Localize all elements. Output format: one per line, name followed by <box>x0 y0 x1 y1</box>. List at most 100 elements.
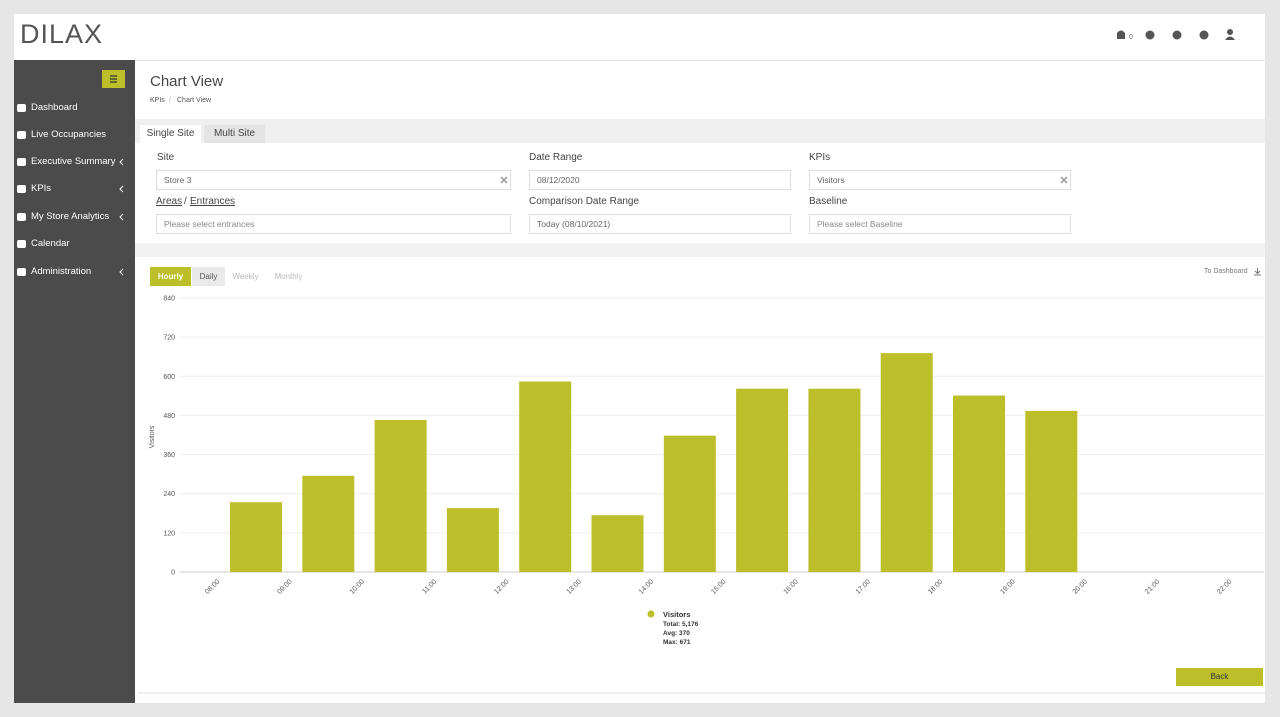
to-dashboard-link[interactable]: To Dashboard <box>1204 268 1248 275</box>
bar <box>663 435 716 572</box>
x-tick-label: 08:00 <box>204 578 221 595</box>
y-tick-label: 120 <box>163 530 175 537</box>
bar <box>880 353 933 572</box>
baseline-select[interactable]: Please select Baseline <box>809 214 1071 234</box>
site-select[interactable]: Store 3 <box>156 170 511 190</box>
tab-active[interactable]: Single Site <box>140 125 201 143</box>
field-label: Date Range <box>529 152 583 163</box>
y-tick-label: 600 <box>163 374 175 381</box>
period-button[interactable]: Weekly <box>232 272 259 281</box>
legend-stat: Total: 5,176 <box>663 621 699 628</box>
comparison-select[interactable]: Today (08/10/2021) <box>529 214 791 234</box>
nav-item[interactable]: My Store Analytics <box>31 211 110 222</box>
globe-icon[interactable] <box>1199 30 1209 40</box>
nav-icon <box>17 131 26 139</box>
chart: 0 120 240 360 480 600 720 840 Visitors 08:00 09:00… <box>149 296 1264 646</box>
x-tick-label: 22:00 <box>1216 578 1233 595</box>
sidebar <box>14 60 135 703</box>
nav-item[interactable]: Executive Summary <box>31 156 116 167</box>
menu-toggle[interactable] <box>102 70 125 88</box>
nav-item[interactable]: Dashboard <box>31 102 78 113</box>
nav-icon <box>17 158 26 166</box>
chevron <box>119 268 124 276</box>
field-label: Comparison Date Range <box>529 196 640 207</box>
x-tick-label: 14:00 <box>638 578 655 595</box>
field-label: KPIs <box>809 152 831 163</box>
notification-count: 0 <box>1129 34 1133 41</box>
y-tick-label: 840 <box>163 296 175 303</box>
period-button[interactable]: Daily <box>192 267 225 286</box>
page-title: Chart View <box>150 73 224 90</box>
bar <box>302 475 355 572</box>
chevron <box>119 158 124 166</box>
breadcrumb-item: Chart View <box>177 97 212 104</box>
x-tick-label: 17:00 <box>855 578 872 595</box>
x-tick-label: 15:00 <box>710 578 727 595</box>
bar <box>591 515 644 572</box>
bar <box>519 381 572 572</box>
footer-divider <box>138 692 1265 694</box>
field-label: Baseline <box>809 196 848 207</box>
nav-item[interactable]: Live Occupancies <box>31 129 106 140</box>
logo[interactable]: DILAX <box>20 19 104 49</box>
nav-icon <box>17 268 26 276</box>
back-button[interactable]: Back <box>1176 668 1263 686</box>
legend-stat: Max: 671 <box>663 639 691 646</box>
header-icons: 0 <box>1117 29 1235 41</box>
separator: / <box>184 196 187 207</box>
bar <box>736 388 789 572</box>
y-tick-label: 360 <box>163 452 175 459</box>
x-tick-label: 13:00 <box>566 578 583 595</box>
period-button[interactable]: Monthly <box>274 272 303 281</box>
field-label: Site <box>157 152 175 163</box>
clear-icon[interactable] <box>1060 176 1068 184</box>
tab-strip <box>135 119 1265 143</box>
chevron <box>119 213 124 221</box>
nav-item[interactable]: Calendar <box>31 238 70 249</box>
y-tick-label: 0 <box>171 570 175 577</box>
bell-icon[interactable] <box>1117 30 1125 40</box>
period-button-active[interactable]: Hourly <box>150 267 191 286</box>
x-tick-label: 10:00 <box>349 578 366 595</box>
legend-swatch[interactable] <box>647 610 655 618</box>
user-icon[interactable] <box>1227 29 1233 35</box>
y-tick-label: 480 <box>163 413 175 420</box>
bar <box>446 508 499 572</box>
bar <box>374 419 427 572</box>
legend-label[interactable]: Visitors <box>663 610 690 619</box>
breadcrumb-item[interactable]: KPIs <box>150 97 165 104</box>
panel-gap <box>135 243 1265 257</box>
x-tick-label: 19:00 <box>999 578 1016 595</box>
header-divider <box>14 60 1265 61</box>
help-icon[interactable] <box>1145 30 1155 40</box>
areas-link[interactable]: Areas <box>156 196 183 207</box>
kpi-select[interactable]: Visitors <box>809 170 1071 190</box>
entrances-select[interactable]: Please select entrances <box>156 214 511 234</box>
bar <box>230 502 282 572</box>
entrances-link[interactable]: Entrances <box>190 196 236 207</box>
x-tick-label: 12:00 <box>493 578 510 595</box>
bar <box>808 388 861 572</box>
nav-icon <box>17 104 26 112</box>
x-tick-label: 21:00 <box>1144 578 1161 595</box>
x-tick-label: 20:00 <box>1072 578 1089 595</box>
nav-icon <box>17 185 26 193</box>
y-tick-label: 720 <box>163 335 175 342</box>
y-tick-label: 240 <box>163 491 175 498</box>
date-range-input[interactable]: 08/12/2020 <box>529 170 791 190</box>
clear-icon[interactable] <box>500 176 508 184</box>
x-tick-label: 16:00 <box>782 578 799 595</box>
info-icon[interactable] <box>1172 30 1182 40</box>
y-axis-label: Visitors <box>149 425 156 448</box>
download-icon[interactable] <box>1253 267 1262 276</box>
legend-stat: Avg: 370 <box>663 630 690 637</box>
chevron <box>119 185 124 193</box>
nav-icon <box>17 213 26 221</box>
bar <box>1025 410 1078 572</box>
nav-item[interactable]: Administration <box>31 266 92 277</box>
x-tick-label: 11:00 <box>421 578 438 595</box>
nav-item[interactable]: KPIs <box>31 183 52 194</box>
tab[interactable]: Multi Site <box>204 125 265 143</box>
bar <box>953 395 1005 572</box>
